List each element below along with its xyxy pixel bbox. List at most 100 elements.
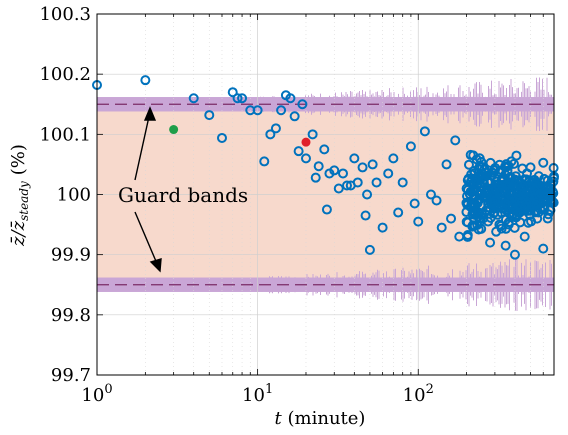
- data-point: [405, 141, 416, 152]
- data-points: [92, 75, 559, 260]
- data-point: [496, 207, 507, 218]
- data-point: [467, 197, 478, 208]
- data-point: [485, 237, 496, 248]
- data-point: [446, 213, 457, 224]
- y-tick-label: 100: [57, 185, 91, 206]
- y-tick-label: 99.7: [51, 365, 91, 386]
- y-tick-label: 100.2: [39, 64, 91, 85]
- data-point-highlight: [169, 125, 179, 135]
- data-point: [276, 105, 287, 116]
- data-point: [450, 135, 461, 146]
- data-point: [371, 177, 382, 188]
- data-point: [367, 159, 378, 170]
- data-point: [477, 168, 488, 179]
- data-point: [500, 240, 511, 251]
- data-point: [352, 177, 363, 188]
- data-point: [321, 204, 332, 215]
- x-tick-exponent: 0: [104, 382, 112, 397]
- data-point: [474, 216, 485, 227]
- data-point: [419, 126, 430, 137]
- x-axis-label: t (minute): [275, 408, 366, 429]
- data-point: [463, 173, 474, 184]
- data-point: [204, 110, 215, 121]
- data-point: [289, 111, 300, 122]
- x-tick-exponent: 2: [426, 382, 434, 397]
- data-point: [310, 172, 321, 183]
- data-point: [481, 205, 492, 216]
- data-point: [463, 159, 474, 170]
- x-tick-base: 10: [242, 385, 265, 406]
- y-tick-label: 99.9: [51, 245, 91, 266]
- data-point: [237, 93, 248, 104]
- data-point: [496, 220, 507, 231]
- y-axis-unit: (%): [8, 144, 29, 175]
- data-point: [509, 249, 520, 260]
- data-point: [441, 159, 452, 170]
- data-point: [510, 171, 521, 182]
- data-point: [475, 189, 486, 200]
- data-point: [489, 172, 500, 183]
- data-point: [503, 161, 514, 172]
- data-point: [329, 165, 340, 176]
- data-point: [485, 157, 496, 168]
- data-point: [362, 189, 373, 200]
- x-tick-exponent: 1: [265, 382, 273, 397]
- annotation-arrows: [134, 106, 162, 273]
- data-point: [413, 216, 424, 227]
- data-point: [259, 156, 270, 167]
- data-point: [507, 200, 518, 211]
- data-point: [498, 175, 509, 186]
- data-point: [548, 176, 559, 187]
- data-point: [293, 146, 304, 157]
- data-point: [393, 207, 404, 218]
- data-point: [307, 129, 318, 140]
- y-axis-main: z̄/z̄: [8, 220, 29, 247]
- data-point: [465, 149, 476, 160]
- y-tick-label: 99.8: [51, 305, 91, 326]
- data-point: [349, 153, 360, 164]
- data-point-highlight: [301, 137, 311, 147]
- arrow-upper: [134, 111, 151, 181]
- guard-lines: [97, 103, 554, 286]
- data-point: [313, 161, 324, 172]
- y-tick-label: 100.3: [39, 4, 91, 25]
- data-point: [506, 193, 517, 204]
- y-axis-label: z̄/z̄steady (%): [8, 144, 31, 247]
- data-point: [523, 217, 534, 228]
- data-point-cloud: [461, 149, 559, 242]
- x-tick-base: 10: [403, 385, 426, 406]
- data-point: [364, 244, 375, 255]
- data-point: [538, 243, 549, 254]
- data-point: [472, 179, 483, 190]
- x-tick-label: 100: [81, 382, 112, 406]
- data-point: [461, 216, 472, 227]
- data-point: [547, 196, 558, 207]
- data-point: [360, 210, 371, 221]
- x-tick-label: 101: [242, 382, 273, 406]
- data-point: [522, 168, 533, 179]
- data-point: [463, 184, 474, 195]
- data-point: [538, 157, 549, 168]
- data-point: [227, 87, 238, 98]
- arrow-lower-head: [149, 258, 162, 273]
- data-point: [397, 177, 408, 188]
- y-tick-label: 100.1: [39, 124, 91, 145]
- data-point: [270, 123, 281, 134]
- data-point: [409, 198, 420, 209]
- data-point: [467, 185, 478, 196]
- data-point: [472, 197, 483, 208]
- x-axis-var: t: [275, 408, 283, 429]
- data-point: [140, 75, 151, 86]
- data-point: [503, 217, 514, 228]
- data-point: [300, 153, 311, 164]
- data-point: [462, 191, 473, 202]
- data-point: [530, 199, 541, 210]
- x-axis-unit: (minute): [282, 408, 366, 429]
- data-point: [500, 161, 511, 172]
- data-point: [425, 189, 436, 200]
- data-point: [188, 93, 199, 104]
- data-point: [494, 201, 505, 212]
- data-point: [528, 201, 539, 212]
- x-tick-label: 102: [403, 382, 434, 406]
